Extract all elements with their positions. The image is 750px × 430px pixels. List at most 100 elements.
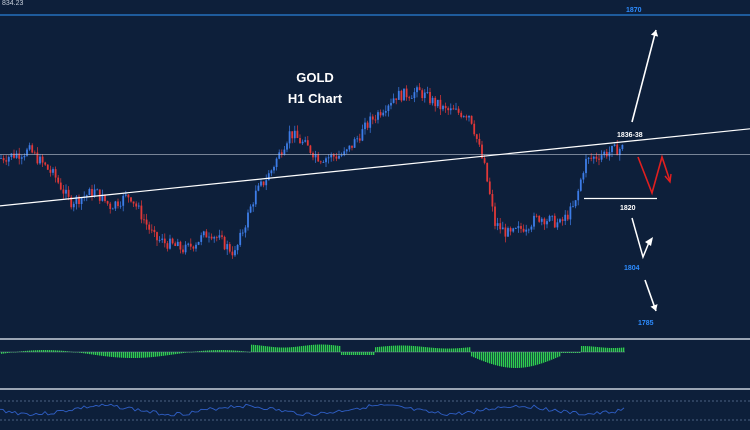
- level-1804-label: 1804: [624, 265, 640, 272]
- candle: [387, 104, 390, 117]
- candle: [356, 135, 359, 143]
- candle-body: [509, 228, 512, 232]
- candle-body: [421, 90, 424, 99]
- macd-bar: [53, 350, 55, 352]
- macd-bar: [607, 347, 609, 352]
- macd-bar: [349, 352, 351, 355]
- candle-body: [215, 237, 218, 238]
- candle-body: [455, 108, 457, 110]
- candle: [361, 124, 364, 142]
- candle-body: [65, 189, 67, 194]
- macd-bar: [615, 347, 617, 352]
- candle-body: [309, 145, 312, 153]
- candle-body: [535, 215, 538, 217]
- arrow-up-to-1870-head: [650, 30, 659, 37]
- candle-body: [163, 238, 166, 244]
- candle: [327, 154, 330, 164]
- candle: [257, 183, 260, 192]
- candle-body: [327, 157, 330, 159]
- macd-bar: [311, 344, 313, 352]
- candle: [504, 223, 507, 243]
- macd-bar: [597, 347, 599, 352]
- macd-bar: [393, 345, 395, 352]
- rsi-line: [0, 403, 625, 417]
- macd-bar: [521, 352, 523, 368]
- candle: [574, 200, 577, 209]
- macd-bar: [611, 347, 613, 352]
- candle-body: [301, 141, 304, 144]
- macd-bar: [491, 352, 493, 365]
- candle: [473, 120, 476, 137]
- macd-bar: [329, 344, 331, 352]
- candle: [520, 222, 522, 233]
- macd-bar: [359, 352, 361, 355]
- macd-bar: [139, 352, 141, 358]
- macd-bar: [177, 352, 179, 354]
- candle: [130, 196, 132, 203]
- candle-body: [520, 226, 522, 229]
- candle-body: [62, 189, 65, 194]
- macd-bar: [443, 348, 445, 352]
- candle: [163, 233, 166, 248]
- macd-bar: [621, 347, 623, 352]
- candle: [161, 234, 164, 243]
- candle: [78, 194, 80, 208]
- macd-bar: [555, 352, 557, 359]
- candle: [405, 85, 408, 101]
- candle: [488, 177, 491, 196]
- candle-body: [254, 190, 257, 205]
- candle-body: [356, 138, 359, 140]
- macd-bar: [539, 352, 541, 365]
- macd-bar: [65, 351, 67, 352]
- chart-subtitle: H1 Chart: [287, 91, 343, 106]
- candle-body: [395, 98, 398, 100]
- candle-body: [288, 131, 291, 144]
- candle: [514, 227, 517, 230]
- candle-body: [137, 205, 140, 207]
- candle: [182, 245, 184, 255]
- candle-body: [195, 244, 197, 249]
- candle-body: [605, 151, 608, 157]
- candle-body: [46, 164, 49, 170]
- macd-bar: [323, 344, 325, 352]
- macd-bar: [487, 352, 489, 363]
- candle-body: [392, 98, 395, 103]
- macd-bar: [131, 352, 133, 358]
- candle-body: [439, 99, 442, 110]
- candle-body: [265, 180, 268, 186]
- macd-bar: [401, 345, 403, 352]
- candle-body: [179, 241, 182, 250]
- candle-body: [111, 208, 114, 210]
- macd-bar: [103, 352, 105, 357]
- macd-bar: [149, 352, 151, 358]
- candle: [273, 165, 275, 174]
- macd-bar: [473, 352, 475, 358]
- candle-body: [478, 138, 481, 145]
- macd-bar: [119, 352, 121, 358]
- macd-bar: [203, 350, 205, 352]
- macd-bar: [195, 351, 197, 352]
- macd-bar: [445, 348, 447, 352]
- macd-bar: [501, 352, 503, 367]
- candle: [317, 151, 320, 162]
- candle-body: [390, 102, 392, 106]
- candle: [384, 105, 387, 117]
- macd-bar: [197, 351, 199, 352]
- candle-body: [551, 215, 554, 217]
- candle: [254, 185, 257, 207]
- macd-bar: [561, 352, 563, 353]
- macd-bar: [433, 347, 435, 352]
- macd-bar: [455, 348, 457, 352]
- macd-bar: [467, 347, 469, 352]
- candle-body: [135, 203, 138, 207]
- candle: [379, 109, 382, 118]
- macd-bar: [447, 348, 449, 352]
- candle: [20, 154, 23, 165]
- macd-bar: [41, 350, 43, 352]
- candle: [156, 231, 158, 247]
- candle-body: [161, 238, 164, 240]
- candle-body: [247, 212, 249, 228]
- candle: [137, 202, 140, 209]
- candle-body: [522, 228, 525, 232]
- candle-body: [374, 119, 377, 121]
